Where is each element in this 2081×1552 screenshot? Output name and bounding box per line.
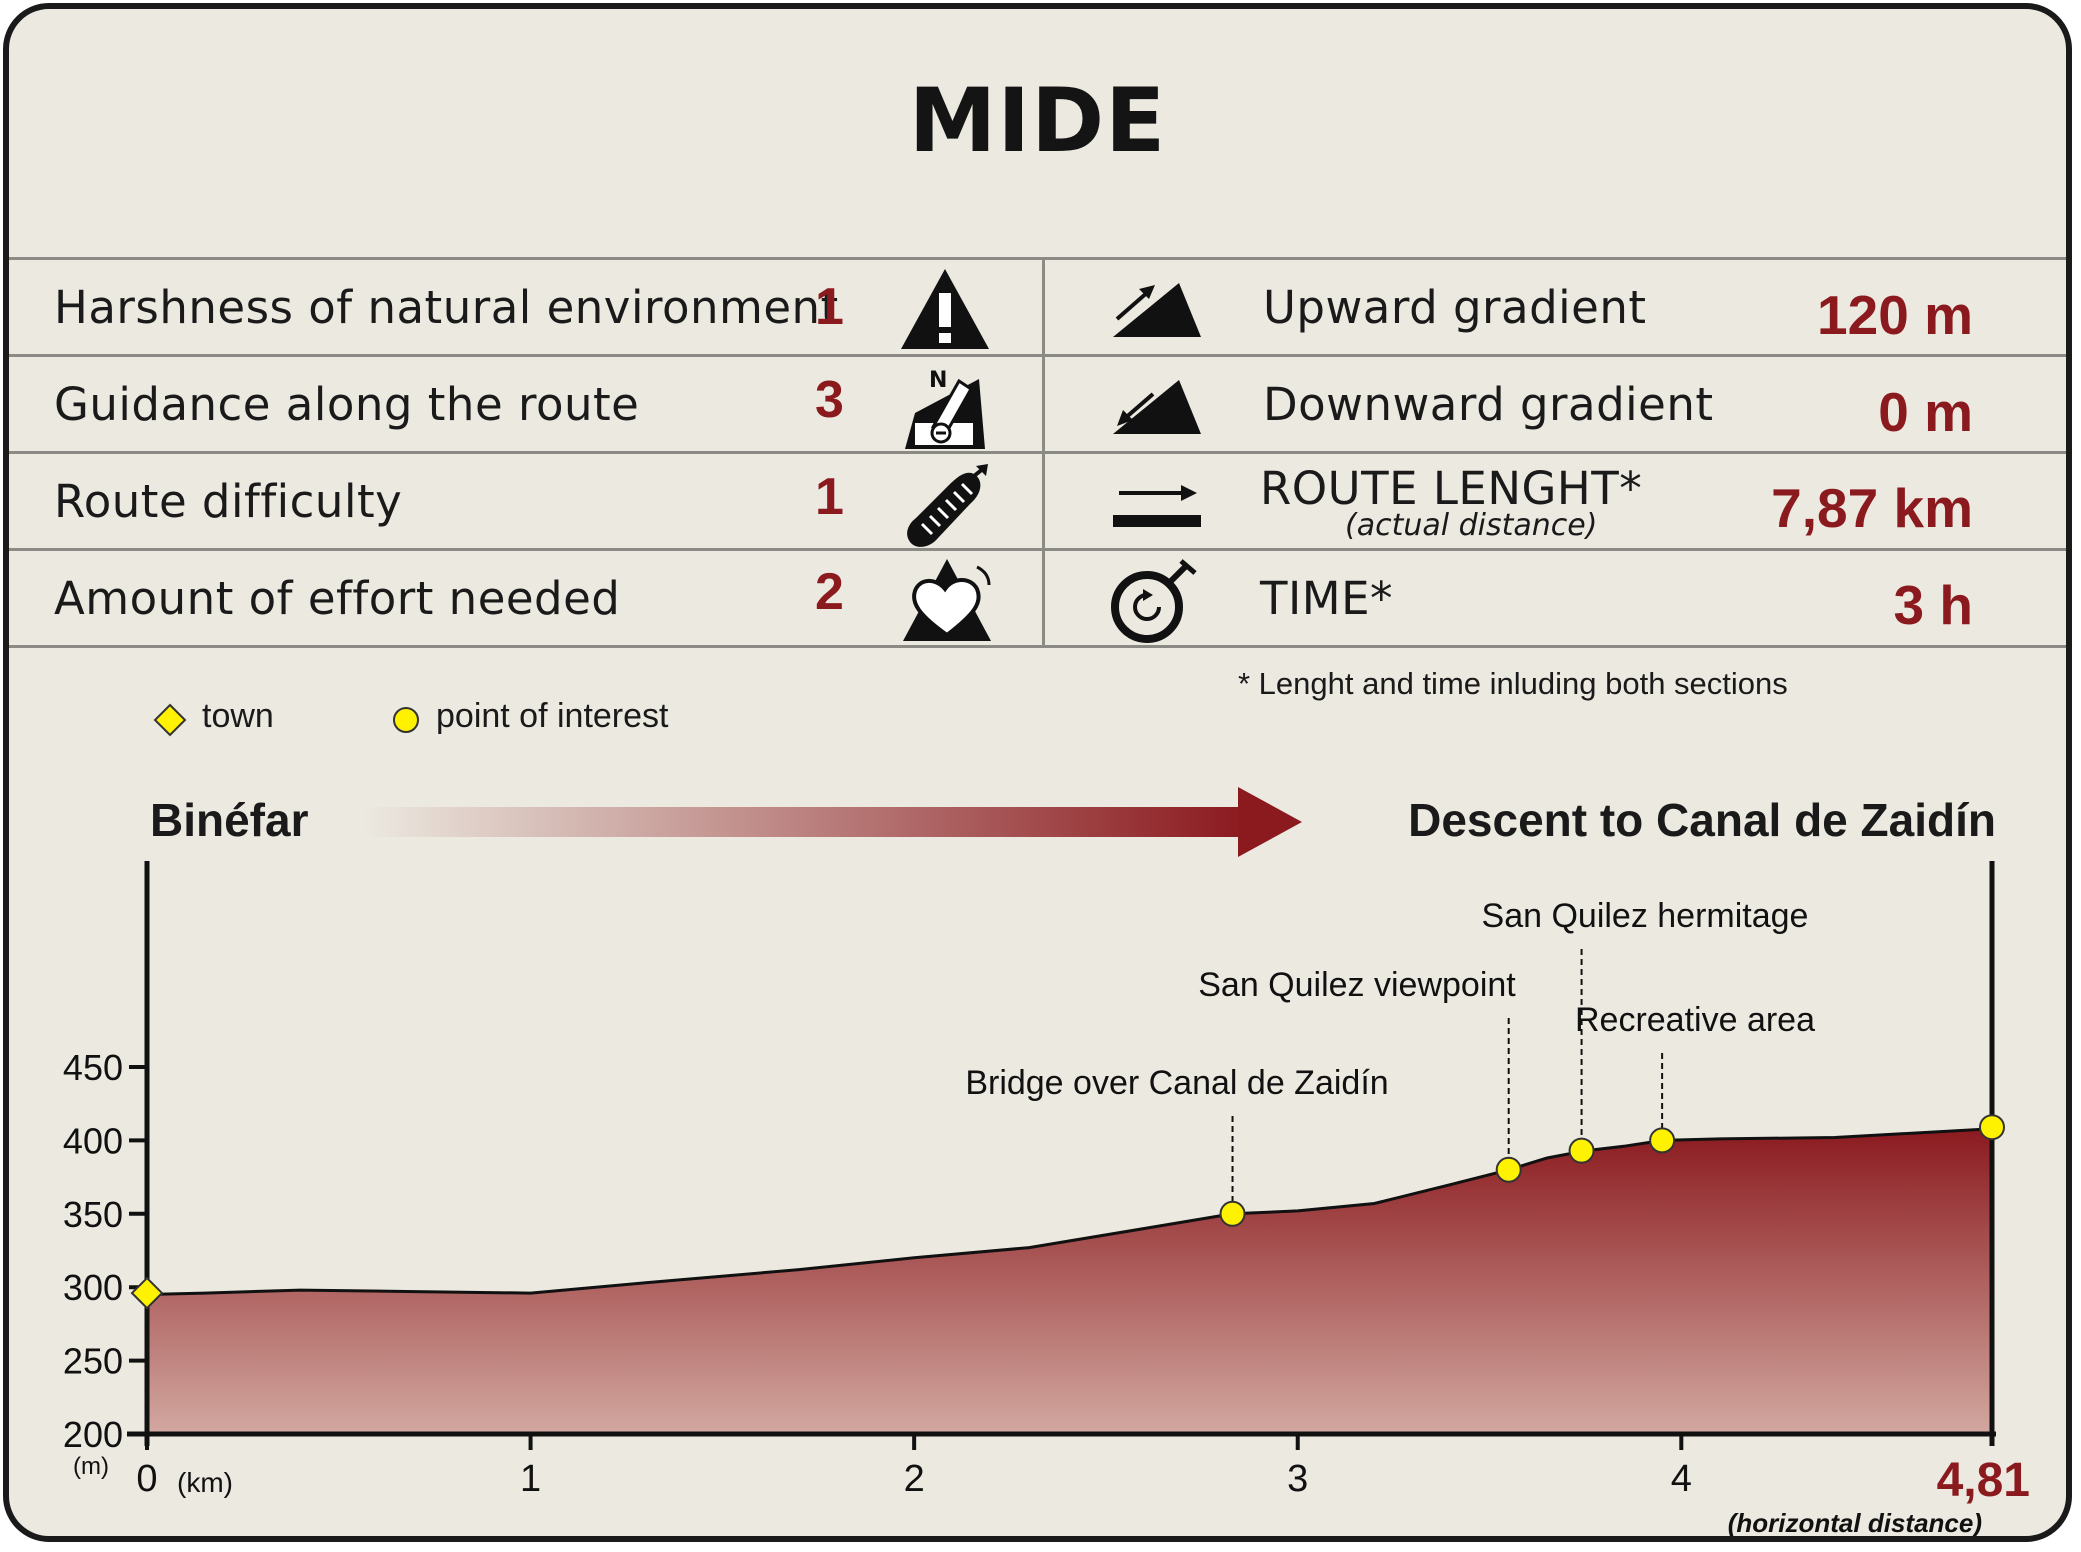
stat-length-sublabel: (actual distance) [1345, 508, 1598, 543]
x-tick-label: 0 [136, 1458, 157, 1500]
warning-triangle-icon [901, 269, 989, 349]
x-tick-label: 1 [520, 1458, 541, 1500]
stat-upward-label: Upward gradient [1263, 281, 1647, 334]
mide-difficulty-value: 1 [815, 468, 844, 526]
mide-effort-value: 2 [815, 563, 844, 621]
poi-marker [1219, 1200, 1246, 1227]
stat-length-label: ROUTE LENGHT* [1260, 462, 1643, 515]
divider [9, 257, 2066, 260]
upward-gradient-icon [1113, 283, 1201, 337]
y-tick-label: 250 [63, 1341, 123, 1382]
page-title: MIDE [908, 69, 1167, 172]
poi-label: Bridge over Canal de Zaidín [965, 1064, 1388, 1102]
x-axis-unit: (km) [177, 1467, 233, 1498]
y-axis-unit: (m) [73, 1453, 109, 1480]
poi-label: Recreative area [1575, 1001, 1815, 1039]
divider [9, 645, 2066, 648]
mide-harshness-value: 1 [815, 278, 844, 336]
divider [9, 548, 2066, 551]
stat-time-label: TIME* [1260, 572, 1394, 625]
stat-time-value: 3 h [1893, 574, 1973, 636]
elevation-profile-chart: 200 250 300 350 400 450 (m) 0 1 2 3 4 (km) 4,81(horiz… [63, 861, 2030, 1538]
svg-text:N: N [929, 368, 947, 393]
x-end-sublabel: (horizontal distance) [1728, 1508, 1982, 1538]
elevation-line [146, 1127, 1993, 1296]
poi-label: San Quilez hermitage [1482, 897, 1809, 935]
divider [1042, 257, 1045, 648]
footnote: * Lenght and time inluding both sections [1238, 666, 1788, 701]
poi-marker [1495, 1156, 1522, 1183]
x-end-label: 4,81 [1937, 1454, 2030, 1507]
divider [9, 354, 2066, 357]
town-marker [130, 1276, 164, 1310]
mide-guidance-label: Guidance along the route [54, 378, 640, 431]
poi-label: San Quilez viewpoint [1198, 966, 1516, 1004]
poi-marker [1979, 1114, 2005, 1141]
footprint-icon [907, 464, 988, 547]
x-tick-label: 3 [1287, 1458, 1308, 1500]
route-end: Descent to Canal de Zaidín [1408, 794, 1996, 846]
mide-harshness-label: Harshness of natural environment [54, 281, 839, 334]
downward-gradient-icon [1113, 380, 1201, 434]
stat-downward-value: 0 m [1878, 381, 1973, 443]
mide-difficulty-label: Route difficulty [54, 475, 403, 528]
divider [9, 451, 2066, 454]
legend-town-label: town [202, 697, 274, 735]
y-tick-label: 350 [63, 1194, 123, 1235]
x-tick-label: 2 [904, 1458, 925, 1500]
y-tick-label: 450 [63, 1047, 123, 1088]
stat-length-value: 7,87 km [1771, 477, 1973, 539]
route-direction-arrow [364, 787, 1302, 857]
elevation-area [147, 1128, 1992, 1434]
stat-upward-value: 120 m [1817, 284, 1973, 346]
mide-guidance-value: 3 [815, 371, 844, 429]
y-tick-label: 300 [63, 1267, 123, 1308]
stopwatch-icon [1111, 559, 1197, 643]
route-length-arrow-icon [1113, 485, 1201, 527]
y-tick-label: 200 [63, 1414, 123, 1455]
route-start: Binéfar [150, 794, 309, 846]
stat-downward-label: Downward gradient [1263, 378, 1714, 431]
heart-mountain-icon [903, 559, 991, 641]
compass-orientation-icon: N [905, 368, 985, 449]
poi-marker [1649, 1127, 1676, 1154]
legend-poi-label: point of interest [436, 697, 669, 735]
mide-effort-label: Amount of effort needed [54, 572, 621, 625]
town-marker-icon [153, 703, 187, 737]
poi-marker-icon [393, 707, 419, 733]
x-tick-label: 4 [1671, 1458, 1692, 1500]
mide-card: MIDE Harshness of natural environment 1 … [3, 3, 2072, 1542]
y-tick-label: 400 [63, 1120, 123, 1161]
poi-marker [1568, 1137, 1595, 1164]
